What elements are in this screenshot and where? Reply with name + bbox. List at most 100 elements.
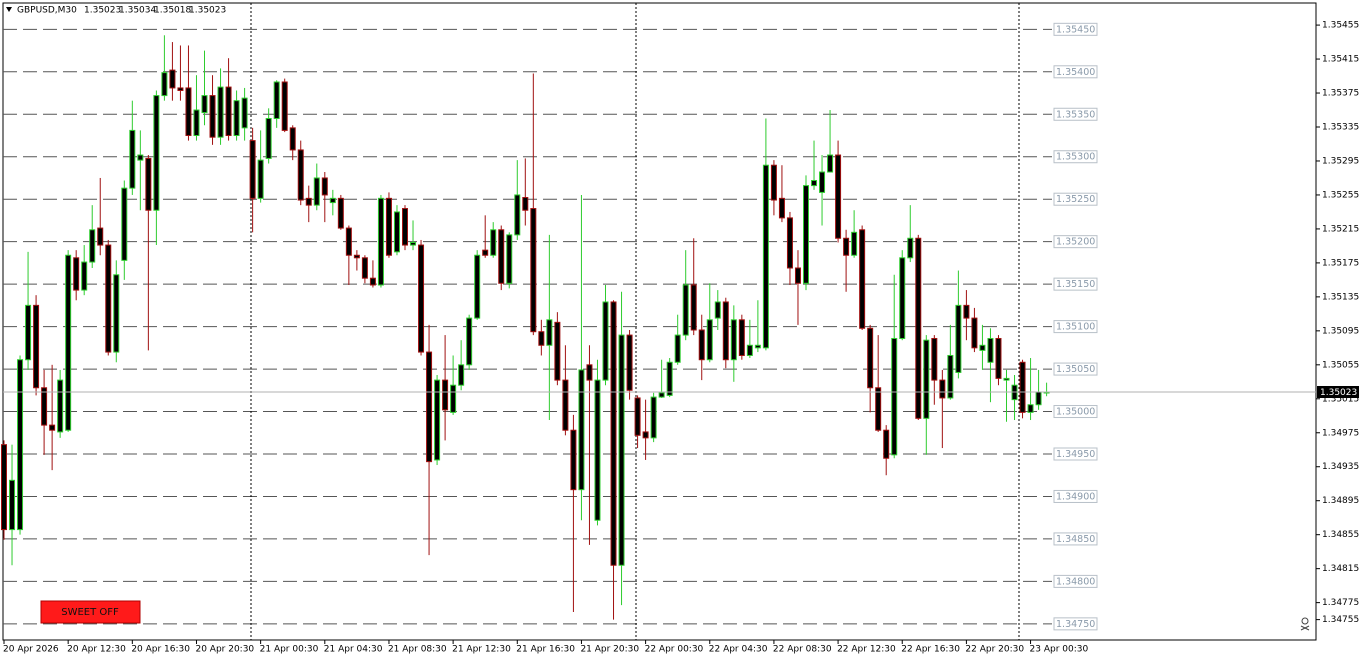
level-label-box [1053,235,1098,249]
level-label-box [1053,107,1098,121]
candle-body [931,337,938,381]
level-label: 1.35200 [1056,237,1095,248]
candle-body [634,397,641,436]
level-label-box [1053,277,1098,291]
level-label: 1.35450 [1056,24,1095,35]
candle-body [867,327,874,389]
candle-body [1035,391,1042,406]
candle-body [843,237,850,256]
candle-body [410,242,417,246]
candle-body [249,140,256,199]
candle-body [722,301,729,361]
candle-body [121,187,128,261]
candle-body [602,301,609,381]
candle-body [923,339,930,419]
x-tick-label: 22 Apr 00:30 [645,645,704,655]
level-label: 1.35050 [1056,364,1095,375]
candle-body [289,127,296,151]
level-label-box [1053,574,1098,588]
candle-body [129,129,136,189]
candle-body [458,364,465,386]
level-label: 1.34850 [1056,534,1095,545]
y-tick-label: 1.35455 [1322,21,1359,31]
x-tick-label: 22 Apr 20:30 [965,645,1024,655]
candle-body [466,317,473,366]
level-label-box [1053,65,1098,79]
candle-body [273,81,280,120]
candle-body [81,261,88,291]
candle-body [955,304,962,373]
level-label: 1.35300 [1056,152,1095,163]
x-tick-label: 20 Apr 16:30 [131,645,190,655]
candle-body [899,257,906,339]
candle-body [875,387,882,431]
candle-body [947,354,954,399]
candle-body [987,337,994,363]
sweet-button[interactable]: SWEET OFF [40,600,141,624]
y-tick-label: 1.35055 [1322,360,1359,370]
level-label-box [1053,362,1098,376]
candle-body [714,301,721,319]
candle-body [257,159,264,199]
x-tick-label: 21 Apr 16:30 [516,645,575,655]
level-label: 1.34950 [1056,449,1095,460]
candle-body [209,95,216,138]
candle-body [33,304,40,389]
candle-body [746,344,753,356]
level-label-box [1053,320,1098,334]
level-label: 1.35000 [1056,407,1095,418]
candle-body [1003,377,1010,381]
symbol-menu-icon[interactable] [6,7,12,12]
candle-body [530,208,537,333]
y-tick-label: 1.34815 [1322,564,1359,574]
x-tick-label: 20 Apr 12:30 [67,645,126,655]
candle-body [233,100,240,136]
candle-body [538,331,545,346]
candle-body [426,351,433,463]
candle-body [682,284,689,336]
candle-body [618,334,625,566]
candle-body [89,229,96,263]
candle-body [369,277,376,286]
candle-body [794,267,801,284]
level-label-box [1053,489,1098,503]
candle-body [337,197,344,229]
candle-body [754,344,761,349]
candle-body [265,118,272,159]
candle-body [442,379,449,411]
candle-body [658,392,665,398]
level-label: 1.35100 [1056,322,1095,333]
y-tick-label: 1.35215 [1322,224,1359,234]
candle-body [434,379,441,461]
candle-body [105,244,112,353]
y-tick-label: 1.34895 [1322,496,1359,506]
candle-body [145,157,152,211]
candle-body [305,197,312,206]
candle-body [554,321,561,381]
button-background[interactable] [40,600,141,624]
y-tick-label: 1.34755 [1322,615,1359,625]
candle-body [169,69,176,89]
candle-body [819,171,826,193]
button-label[interactable]: SWEET OFF [61,607,119,618]
x-tick-label: 22 Apr 12:30 [837,645,896,655]
candle-body [851,231,858,256]
candle-body [321,177,328,196]
level-label: 1.34900 [1056,491,1095,502]
level-label: 1.34800 [1056,576,1095,587]
candle-body [979,344,986,351]
candle-body [1027,404,1034,413]
y-tick-label: 1.35295 [1322,156,1359,166]
current-price-box [1317,385,1359,398]
candle-body [177,87,184,91]
candle-body [474,254,481,319]
skull-icon [1300,617,1310,631]
candle-body [506,234,513,284]
candle-body [73,257,80,291]
candle-body [297,149,304,201]
x-tick-label: 22 Apr 08:30 [773,645,832,655]
candle-body [450,384,457,413]
candle-body [498,229,505,284]
candle-body [859,229,866,329]
